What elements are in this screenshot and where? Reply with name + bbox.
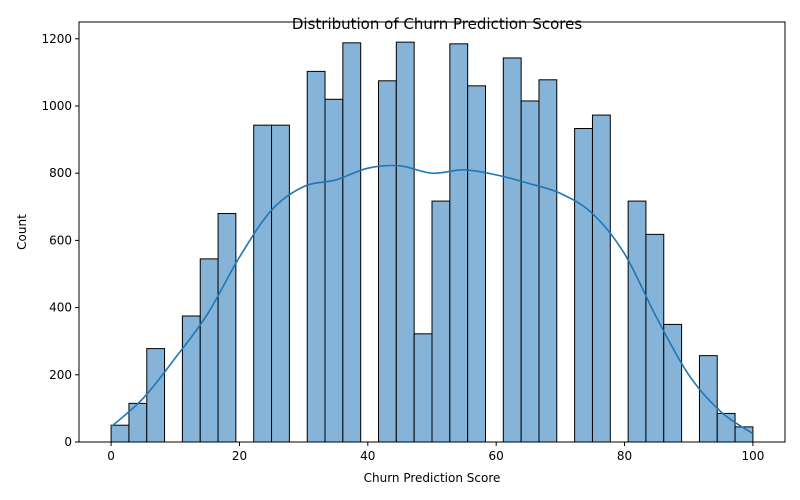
histogram-bar <box>378 80 397 443</box>
y-tick-label: 200 <box>49 368 72 382</box>
chart-title: Distribution of Churn Prediction Scores <box>292 15 582 33</box>
histogram-bar <box>146 348 166 443</box>
histogram-bar <box>627 200 647 443</box>
histogram-bar <box>645 233 665 443</box>
y-tick-label: 1000 <box>41 99 72 113</box>
histogram-bar <box>663 323 683 443</box>
histogram-bar <box>467 85 486 443</box>
histogram-bar <box>253 124 273 443</box>
y-axis-ticks: 0 200 400 600 800 1000 1200 <box>41 32 79 449</box>
x-tick-label: 0 <box>107 449 115 463</box>
x-axis-label: Churn Prediction Score <box>364 471 501 485</box>
histogram-bar <box>520 100 540 443</box>
histogram-bar <box>271 124 290 443</box>
histogram-bar <box>199 258 219 443</box>
y-tick-label: 600 <box>49 233 72 247</box>
histogram-bar <box>413 333 433 443</box>
y-tick-label: 800 <box>49 166 72 180</box>
x-tick-label: 40 <box>360 449 375 463</box>
y-axis-label: Count <box>15 214 29 250</box>
histogram-bar <box>306 70 326 443</box>
y-tick-label: 1200 <box>41 32 72 46</box>
histogram-bar <box>217 213 237 443</box>
histogram-bar <box>395 41 415 443</box>
y-tick-label: 400 <box>49 301 72 315</box>
histogram-bar <box>431 200 451 443</box>
histogram-bar <box>716 412 736 443</box>
x-tick-label: 20 <box>232 449 247 463</box>
histogram-bar <box>538 79 558 443</box>
histogram-bar <box>342 42 362 443</box>
y-tick-label: 0 <box>64 435 72 449</box>
kde-curve <box>110 164 754 435</box>
histogram-bar <box>324 98 344 443</box>
plot-frame <box>78 21 786 443</box>
x-tick-label: 100 <box>741 449 764 463</box>
bars <box>110 41 754 443</box>
histogram-bar <box>181 315 201 443</box>
histogram-bar <box>591 114 611 443</box>
histogram-bar <box>502 57 522 443</box>
histogram-bar <box>449 43 469 443</box>
x-axis-ticks: 0 20 40 60 80 100 <box>107 442 764 463</box>
histogram-bar <box>574 128 593 443</box>
x-tick-label: 60 <box>489 449 504 463</box>
histogram-bar <box>110 424 130 443</box>
x-tick-label: 80 <box>617 449 632 463</box>
histogram-bar <box>734 426 754 443</box>
